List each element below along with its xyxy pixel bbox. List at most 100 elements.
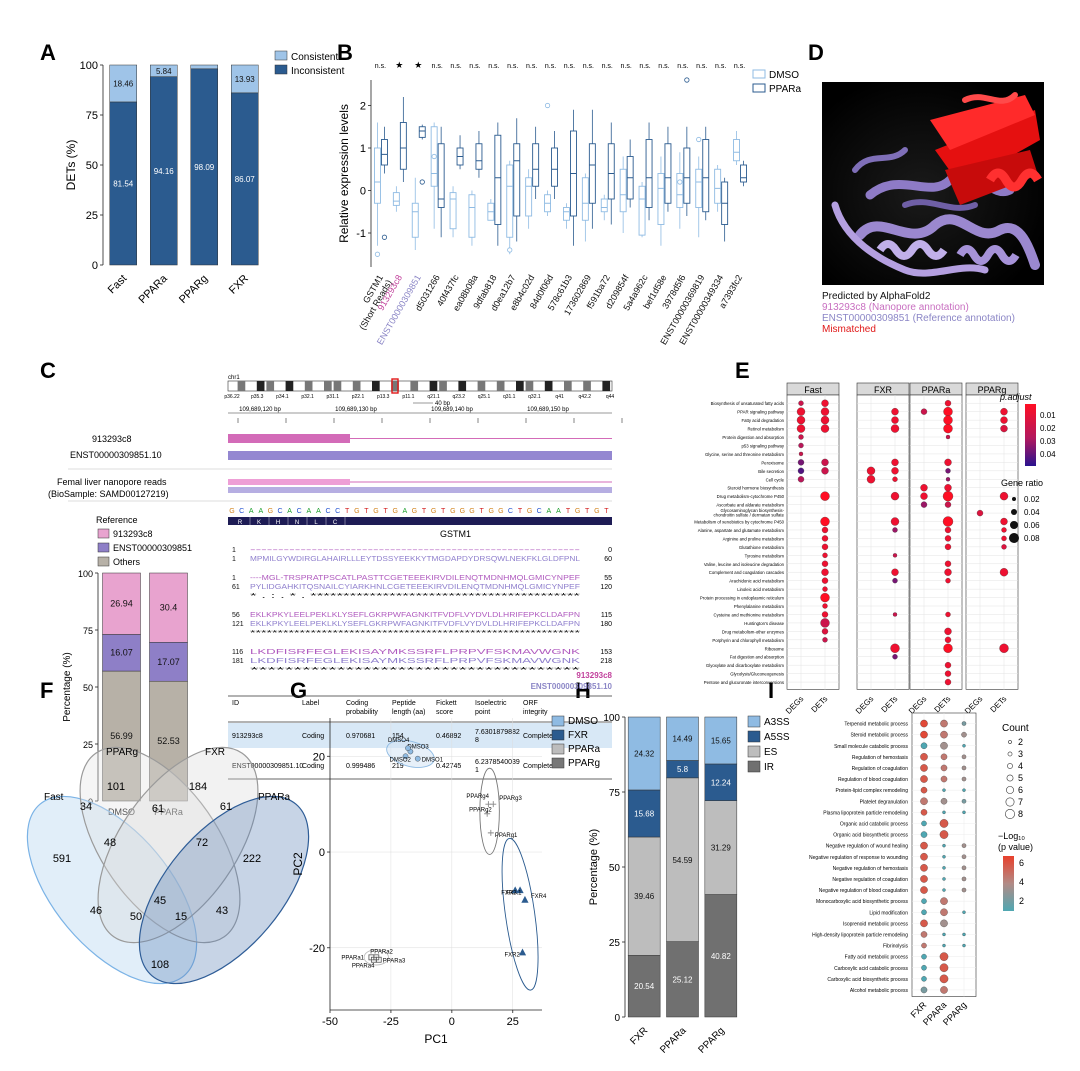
enrichment-point (921, 953, 927, 960)
structure-caption-reference: ENST00000309851 (Reference annotation) (822, 313, 1015, 324)
enrichment-point (821, 399, 829, 407)
pathway-label: Peroxisome (761, 460, 784, 465)
significance-label: n.s. (375, 63, 386, 70)
pathway-label: Biosynthesis of unsaturated fatty acids (711, 401, 784, 406)
nucleotide: G (354, 508, 359, 515)
amino-acid-track (228, 517, 612, 525)
enrichment-point (797, 459, 805, 466)
panel-d-structure: Predicted by AlphaFold2 913293c8 (Nanopo… (822, 82, 1044, 335)
venn-region-count: 50 (130, 911, 142, 923)
color-legend-tick: 6 (1019, 858, 1024, 868)
pathway-label: p53 signaling pathway (741, 443, 784, 448)
table-cell: 0.970681 (346, 733, 375, 740)
venn-region-count: 222 (243, 853, 261, 865)
pca-point-label: FXR1 (506, 890, 522, 896)
nucleotide: G (412, 508, 417, 515)
alignment-legend-enst: ENST00000309851.10 (531, 682, 613, 691)
nucleotide: G (373, 508, 378, 515)
x-tick-label: PPARa (658, 1025, 689, 1056)
enrichment-point (892, 578, 898, 584)
panel-letter-e: E (735, 358, 750, 383)
size-legend-label: 0.08 (1024, 534, 1040, 543)
color-legend-title: p.adjust (999, 392, 1032, 402)
bar-segment (666, 777, 699, 942)
legend-label: FXR (568, 730, 588, 741)
enrichment-point (944, 560, 952, 567)
go-term-label: Negative regulation of response to wound… (809, 855, 908, 861)
venn-region-count: 101 (107, 781, 125, 793)
bar-value-label: 31.29 (711, 844, 732, 853)
coordinate-axis: 109,689,120 bp 109,689,130 bp 109,689,140 … (228, 407, 623, 423)
chromosome-locus-marker (391, 378, 399, 394)
panel-letter-a: A (40, 40, 56, 65)
pathway-label: Bile secretion (758, 469, 784, 474)
box (657, 173, 665, 225)
coordinate-label: 109,689,150 bp (527, 407, 569, 413)
enrichment-point (796, 407, 806, 416)
enrichment-point (821, 560, 829, 567)
alignment-start: 1 (232, 556, 236, 563)
box (449, 192, 457, 230)
table-cell: 154 (392, 733, 404, 740)
enrichment-point (1000, 408, 1008, 416)
alignment-start: 56 (232, 612, 240, 619)
bar-segment (704, 763, 738, 801)
enrichment-point (962, 788, 966, 792)
amino-acid: N (295, 520, 299, 526)
enrichment-point (891, 568, 899, 576)
legend-label: A5SS (764, 732, 790, 743)
amino-acid: K (257, 520, 261, 526)
enrichment-point (920, 919, 928, 928)
ideogram-band-label: p34.1 (276, 394, 289, 400)
y-tick-label: -1 (356, 228, 366, 240)
alignment-end: 115 (601, 612, 612, 619)
nucleotide: T (422, 508, 427, 515)
enrichment-point (999, 643, 1009, 653)
pca-point (484, 810, 491, 817)
pathway-label: Ascorbate and aldarate metabolism (716, 503, 784, 508)
legend-label: ENST00000309851 (113, 543, 192, 553)
size-legend-label: 2 (1018, 737, 1023, 747)
enrichment-point (920, 864, 928, 872)
group-ellipse (501, 837, 539, 991)
alignment-consensus: ****************************************… (250, 630, 581, 637)
legend-swatch (97, 528, 110, 539)
legend-swatch (97, 542, 110, 553)
nucleotide: G (431, 508, 436, 515)
enrichment-point (939, 819, 949, 828)
enrichment-point (945, 611, 951, 618)
facet-label: PPARg (978, 385, 1007, 395)
nucleotide: G (229, 508, 234, 515)
color-legend-tick: 4 (1019, 877, 1024, 887)
venn-set-label: Fast (44, 792, 64, 803)
enrichment-point (942, 516, 954, 527)
legend-swatch (551, 715, 565, 727)
venn-region-count: 34 (80, 801, 92, 813)
ideogram-band-label: q41 (555, 394, 564, 400)
box (468, 194, 476, 238)
enrichment-point (943, 407, 953, 417)
nucleotide: G (575, 508, 580, 515)
nucleotide: A (556, 508, 561, 515)
box (551, 147, 558, 187)
enrichment-point (940, 798, 948, 805)
enrichment-point (976, 509, 984, 517)
ideogram-band (583, 381, 591, 391)
bar-value-label: 17.07 (157, 657, 180, 667)
venn-ellipse (97, 746, 259, 944)
bar-segment (231, 92, 259, 266)
bar-value-label: 86.07 (235, 175, 256, 184)
go-term-label: Protein-lipid complex remodeling (835, 788, 908, 794)
size-legend-label: 0.06 (1024, 521, 1040, 530)
pathway-label: Retinol metabolism (747, 427, 784, 432)
enrichment-point (797, 467, 805, 474)
nucleotide: G (450, 508, 455, 515)
legend-label: A3SS (764, 717, 790, 728)
bar-value-label: 40.82 (711, 952, 732, 961)
y-tick-label: 75 (609, 788, 621, 799)
box (513, 143, 521, 217)
go-term-label: Negative regulation of blood coagulation (819, 888, 908, 894)
venn-set-label: PPARa (258, 792, 290, 803)
legend-label: DMSO (568, 716, 598, 727)
amino-acid: R (238, 520, 243, 526)
